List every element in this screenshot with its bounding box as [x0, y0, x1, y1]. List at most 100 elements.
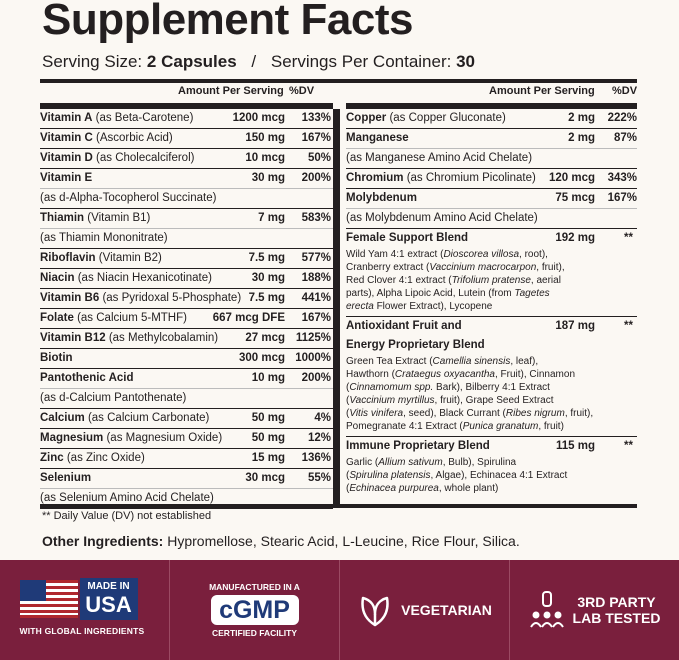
nutrient-dv: 167%	[607, 192, 637, 204]
nutrient-row: Chromium (as Chromium Picolinate) 120 mcg…	[346, 169, 637, 189]
right-header-dv: %DV	[612, 85, 638, 97]
nutrient-dv: 1000%	[295, 352, 331, 364]
nutrient-name: Molybdenum	[346, 192, 417, 204]
bottom-rule	[40, 504, 637, 508]
right-column: Amount Per Serving %DV Copper (as Copper…	[346, 83, 637, 498]
blend-ingredient-line: (Echinacea purpurea, whole plant)	[346, 483, 499, 494]
nutrient-label: Vitamin A (as Beta-Carotene)	[40, 109, 333, 128]
nutrient-source: (as Manganese Amino Acid Chelate)	[346, 148, 637, 168]
nutrient-label: Vitamin B6 (as Pyridoxal 5-Phosphate)	[40, 289, 333, 308]
blend-amount: 192 mg	[555, 232, 595, 244]
serving-separator: /	[251, 52, 257, 71]
nutrient-amount: 7 mg	[258, 212, 285, 224]
nutrient-source: (as Pyridoxal 5-Phosphate)	[102, 292, 242, 304]
nutrient-label: Calcium (as Calcium Carbonate)	[40, 409, 333, 428]
blend-ingredient-line: (Cinnamomum spp. Bark), Bilberry 4:1 Ext…	[346, 382, 550, 393]
global-ingredients-label: WITH GLOBAL INGREDIENTS	[19, 626, 145, 636]
nutrient-row: Molybdenum (as Molybdenum Amino Acid Chel…	[346, 189, 637, 229]
nutrient-row: Biotin 300 mcg 1000%	[40, 349, 333, 369]
nutrient-source: (as Calcium 5-MTHF)	[77, 312, 187, 324]
right-rows: Copper (as Copper Gluconate) 2 mg 222% Mang…	[346, 109, 637, 229]
nutrient-row: Manganese (as Manganese Amino Acid Chelat…	[346, 129, 637, 169]
serving-size-label: Serving Size:	[42, 52, 143, 71]
lab-tested-badge: 3RD PARTY LAB TESTED	[509, 560, 679, 660]
blend-name: Female Support Blend	[346, 229, 637, 248]
nutrient-label: Chromium (as Chromium Picolinate)	[346, 169, 637, 188]
nutrient-amount: 27 mcg	[245, 332, 285, 344]
nutrient-name: Vitamin B12	[40, 332, 106, 344]
nutrient-dv: 12%	[307, 432, 331, 444]
nutrient-amount: 10 mg	[251, 372, 285, 384]
nutrient-source: (as Zinc Oxide)	[66, 452, 145, 464]
nutrient-row: Folate (as Calcium 5-MTHF) 667 mcg DFE 167…	[40, 309, 333, 329]
blend-ingredient-line: Hawthorn (Crataegus oxyacantha, Fruit), …	[346, 369, 576, 380]
left-header-dv: %DV	[289, 85, 315, 97]
nutrient-amount: 30 mg	[251, 272, 285, 284]
nutrient-name: Vitamin A	[40, 112, 93, 124]
servings-per-label: Servings Per Container:	[270, 52, 452, 71]
blend-ingredient-line: (Vaccinium myrtillus, fruit), Grape Seed…	[346, 395, 554, 406]
other-ingredients-label: Other Ingredients:	[42, 533, 164, 549]
left-header-amount: Amount Per Serving	[178, 85, 284, 97]
blend-name: Antioxidant Fruit and	[346, 317, 637, 336]
footnote: ** Daily Value (DV) not established	[42, 510, 212, 522]
nutrient-source: (as Calcium Carbonate)	[87, 412, 210, 424]
nutrient-source: (as Beta-Carotene)	[95, 112, 194, 124]
nutrient-name: Folate	[40, 312, 74, 324]
nutrient-amount: 2 mg	[568, 132, 595, 144]
nutrient-label: Copper (as Copper Gluconate)	[346, 109, 637, 128]
blend-name-text: Immune Proprietary Blend	[346, 440, 490, 452]
nutrient-dv: 200%	[301, 172, 331, 184]
nutrient-amount: 50 mg	[251, 412, 285, 424]
nutrient-name: Riboflavin	[40, 252, 96, 264]
other-ingredients-text: Hypromellose, Stearic Acid, L-Leucine, R…	[167, 533, 520, 549]
nutrient-row: Magnesium (as Magnesium Oxide) 50 mg 12%	[40, 429, 333, 449]
badge-band: MADE IN USA WITH GLOBAL INGREDIENTS MANU…	[0, 560, 679, 660]
blend-row: Antioxidant Fruit and Energy Proprietary …	[346, 317, 637, 437]
blend-name: Immune Proprietary Blend	[346, 437, 637, 456]
left-header: Amount Per Serving %DV	[40, 83, 333, 109]
nutrient-name: Magnesium	[40, 432, 104, 444]
nutrient-dv: 133%	[301, 112, 331, 124]
nutrient-label: Riboflavin (Vitamin B2)	[40, 249, 333, 268]
nutrient-name: Chromium	[346, 172, 404, 184]
nutrient-row: Thiamin (Vitamin B1) (as Thiamin Mononitr…	[40, 209, 333, 249]
nutrient-amount: 1200 mcg	[232, 112, 285, 124]
nutrient-amount: 667 mcg DFE	[212, 312, 285, 324]
made-in-usa-badge: MADE IN USA WITH GLOBAL INGREDIENTS	[0, 560, 169, 660]
nutrient-source: (as d-Calcium Pantothenate)	[40, 388, 333, 408]
nutrient-label: Vitamin E	[40, 169, 333, 188]
nutrient-source: (Ascorbic Acid)	[96, 132, 173, 144]
nutrient-dv: 583%	[301, 212, 331, 224]
other-ingredients: Other Ingredients: Hypromellose, Stearic…	[42, 533, 520, 549]
nutrient-label: Vitamin C (Ascorbic Acid)	[40, 129, 333, 148]
blend-ingredient-line: Cranberry extract (Vaccinium macrocarpon…	[346, 262, 565, 273]
nutrient-label: Niacin (as Niacin Hexanicotinate)	[40, 269, 333, 288]
nutrient-source: (as Methylcobalamin)	[108, 332, 219, 344]
blend-ingredient-line: parts), Alpha Lipoic Acid, Lutein (from …	[346, 288, 550, 299]
nutrient-amount: 30 mcg	[245, 472, 285, 484]
nutrient-source: (as Thiamin Mononitrate)	[40, 228, 333, 248]
nutrient-label: Folate (as Calcium 5-MTHF)	[40, 309, 333, 328]
nutrient-dv: 200%	[301, 372, 331, 384]
nutrient-row: Vitamin B12 (as Methylcobalamin) 27 mcg 11…	[40, 329, 333, 349]
nutrient-dv: 1125%	[295, 332, 331, 344]
nutrient-source: (as Chromium Picolinate)	[406, 172, 536, 184]
nutrient-name: Selenium	[40, 472, 92, 484]
nutrient-label: Biotin	[40, 349, 333, 368]
nutrient-label: Zinc (as Zinc Oxide)	[40, 449, 333, 468]
usa-label: USA	[85, 592, 132, 617]
lab-line2: LAB TESTED	[572, 610, 661, 626]
cgmp-top-label: MANUFACTURED IN A	[209, 582, 300, 592]
nutrient-dv: 50%	[307, 152, 331, 164]
blend-name-text: Female Support Blend	[346, 232, 469, 244]
nutrient-amount: 2 mg	[568, 112, 595, 124]
blend-dv: **	[624, 440, 633, 452]
nutrient-row: Vitamin E (as d-Alpha-Tocopherol Succinat…	[40, 169, 333, 209]
nutrient-dv: 167%	[301, 312, 331, 324]
cgmp-badge: MANUFACTURED IN A cGMP CERTIFIED FACILIT…	[169, 560, 339, 660]
nutrient-row: Niacin (as Niacin Hexanicotinate) 30 mg 18…	[40, 269, 333, 289]
nutrient-source: (as d-Alpha-Tocopherol Succinate)	[40, 188, 333, 208]
leaf-icon	[361, 596, 389, 627]
nutrient-amount: 120 mcg	[548, 172, 595, 184]
